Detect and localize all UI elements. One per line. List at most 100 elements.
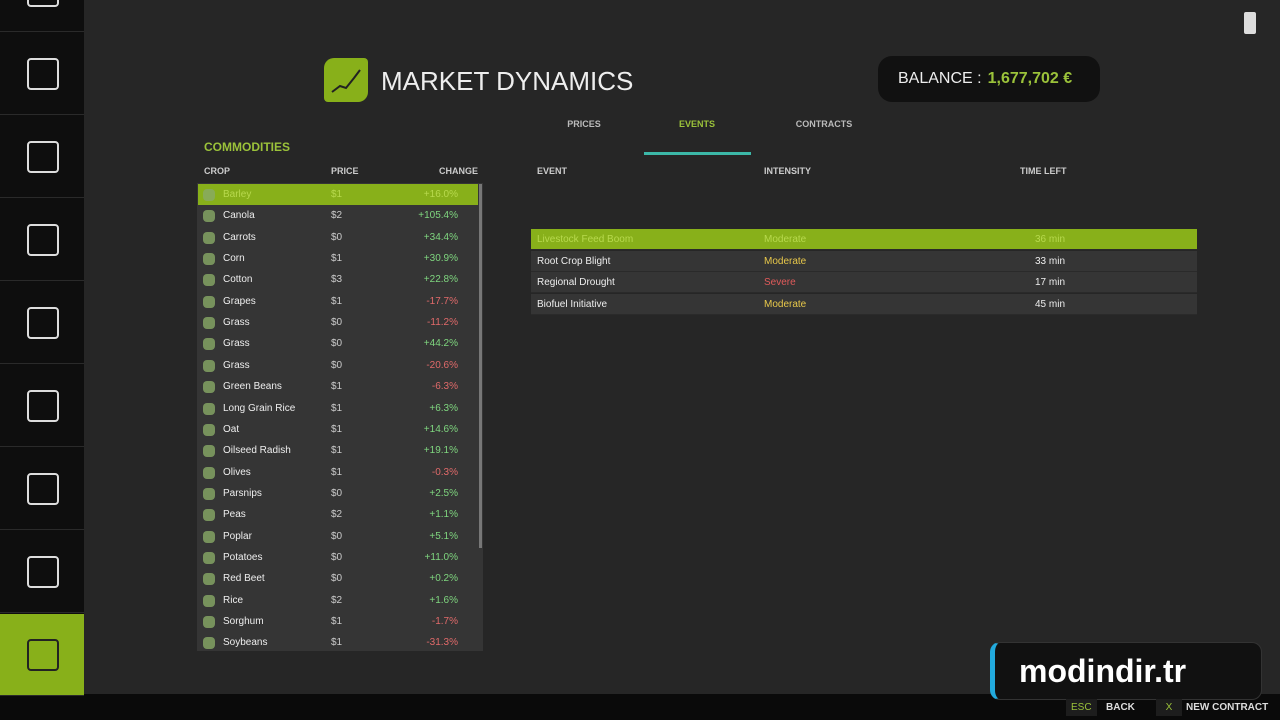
crop-icon: [203, 317, 215, 330]
crop-name: Rice: [223, 594, 244, 606]
crop-change: +105.4%: [418, 210, 458, 222]
crop-change: +6.3%: [429, 402, 458, 414]
sidebar-item[interactable]: [0, 199, 84, 281]
crop-change: -31.3%: [426, 637, 458, 649]
crop-price: $1: [331, 466, 343, 478]
event-row[interactable]: [531, 293, 1197, 315]
tab[interactable]: CONTRACTS: [795, 119, 853, 129]
battery-icon: [1244, 12, 1256, 34]
action-label[interactable]: NEW CONTRACT: [1186, 702, 1269, 713]
crop-icon: [203, 445, 215, 458]
event-time: 33 min: [1035, 255, 1066, 267]
sidebar: [0, 0, 84, 694]
column-header: TIME LEFT: [1020, 166, 1067, 176]
tab-underline: [644, 152, 751, 155]
crop-change: +34.4%: [423, 231, 458, 243]
crop-name: Grass: [223, 317, 250, 329]
sidebar-item[interactable]: [0, 33, 84, 115]
crop-price: $0: [331, 530, 343, 542]
sidebar-item[interactable]: [0, 531, 84, 613]
crop-change: +30.9%: [423, 253, 458, 265]
crop-name: Canola: [223, 210, 255, 222]
crop-price: $2: [331, 509, 343, 521]
crop-icon: [203, 551, 215, 564]
crop-change: +0.2%: [429, 573, 458, 585]
column-header: INTENSITY: [764, 166, 812, 176]
event-row[interactable]: [531, 229, 1197, 250]
crop-price: $1: [331, 189, 343, 200]
action-label[interactable]: BACK: [1106, 702, 1135, 713]
crop-name: Peas: [223, 509, 246, 521]
crop-change: -11.2%: [427, 317, 458, 329]
commodities-panel: [197, 183, 483, 651]
balance: BALANCE : 1,677,702 €: [878, 56, 1100, 102]
watermark: modindir.tr: [990, 642, 1262, 700]
event-intensity: Moderate: [764, 255, 807, 267]
event-name: Livestock Feed Boom: [537, 234, 634, 245]
crop-icon: [203, 487, 215, 500]
column-header: EVENT: [537, 166, 568, 176]
crop-change: +1.1%: [429, 509, 458, 521]
crop-price: $1: [331, 253, 343, 265]
commodity-row[interactable]: [198, 184, 478, 205]
event-time: 17 min: [1035, 277, 1066, 288]
sidebar-item[interactable]: [0, 448, 84, 530]
crop-price: $0: [331, 359, 343, 371]
crop-icon: [203, 359, 215, 372]
key-hint[interactable]: X: [1156, 699, 1182, 716]
crop-price: $0: [331, 487, 343, 499]
crop-price: $1: [331, 381, 343, 393]
event-time: 36 min: [1035, 234, 1066, 245]
crop-name: Soybeans: [223, 637, 268, 649]
crop-change: +16.0%: [423, 189, 458, 200]
crop-name: Poplar: [223, 530, 252, 542]
crop-change: +44.2%: [423, 338, 458, 350]
crop-icon: [203, 637, 215, 650]
sidebar-item[interactable]: [0, 116, 84, 198]
key-hint[interactable]: ESC: [1066, 699, 1097, 716]
sidebar-item[interactable]: [0, 614, 84, 696]
event-name: Regional Drought: [537, 277, 615, 288]
crop-change: +22.8%: [423, 274, 458, 286]
crop-name: Olives: [223, 466, 251, 478]
crop-price: $3: [331, 274, 343, 286]
crop-name: Green Beans: [223, 381, 282, 393]
crop-change: +11.0%: [424, 551, 458, 563]
crop-name: Long Grain Rice: [223, 402, 296, 414]
crop-icon: [203, 253, 215, 266]
crop-name: Oat: [223, 423, 240, 435]
scrollbar: [479, 184, 482, 548]
crop-change: -20.6%: [426, 359, 458, 371]
event-row[interactable]: [531, 272, 1197, 293]
title-icon: [324, 58, 368, 102]
crop-icon: [203, 402, 215, 415]
crop-change: -6.3%: [431, 381, 458, 393]
tab[interactable]: EVENTS: [678, 119, 715, 129]
crop-name: Grass: [223, 338, 250, 350]
crop-change: +2.5%: [429, 487, 458, 499]
crop-name: Grass: [223, 359, 250, 371]
event-intensity: Moderate: [764, 298, 807, 310]
crop-name: Red Beet: [223, 573, 265, 585]
crop-icon: [203, 210, 215, 223]
crop-change: +1.6%: [429, 594, 458, 606]
sidebar-item[interactable]: [0, 0, 84, 32]
crop-icon: [203, 338, 215, 351]
event-name: Biofuel Initiative: [537, 298, 608, 310]
section-title: COMMODITIES: [204, 140, 290, 154]
tab[interactable]: PRICES: [567, 119, 601, 129]
crop-price: $1: [331, 616, 343, 627]
sidebar-item[interactable]: [0, 365, 84, 447]
crop-icon: [203, 509, 215, 522]
crop-price: $1: [331, 445, 343, 457]
crop-name: Oilseed Radish: [223, 445, 291, 457]
crop-icon: [203, 381, 215, 394]
sidebar-item[interactable]: [0, 282, 84, 364]
crop-icon: [203, 231, 215, 244]
crop-price: $1: [331, 402, 343, 414]
crop-change: -1.7%: [431, 616, 458, 627]
crop-change: -0.3%: [431, 466, 458, 478]
event-row[interactable]: [531, 250, 1197, 272]
crop-name: Parsnips: [223, 487, 262, 499]
crop-icon: [203, 530, 215, 543]
